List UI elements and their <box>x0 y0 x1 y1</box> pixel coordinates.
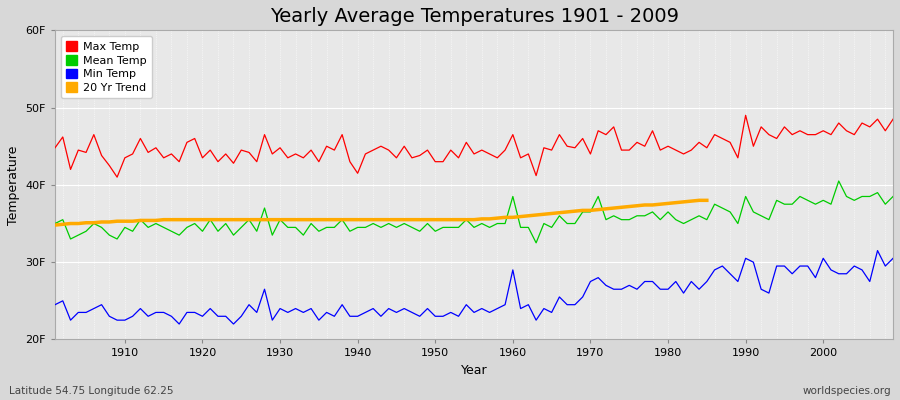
Y-axis label: Temperature: Temperature <box>7 145 20 224</box>
Text: Latitude 54.75 Longitude 62.25: Latitude 54.75 Longitude 62.25 <box>9 386 174 396</box>
Title: Yearly Average Temperatures 1901 - 2009: Yearly Average Temperatures 1901 - 2009 <box>269 7 679 26</box>
Legend: Max Temp, Mean Temp, Min Temp, 20 Yr Trend: Max Temp, Mean Temp, Min Temp, 20 Yr Tre… <box>60 36 152 98</box>
X-axis label: Year: Year <box>461 364 488 377</box>
Text: worldspecies.org: worldspecies.org <box>803 386 891 396</box>
